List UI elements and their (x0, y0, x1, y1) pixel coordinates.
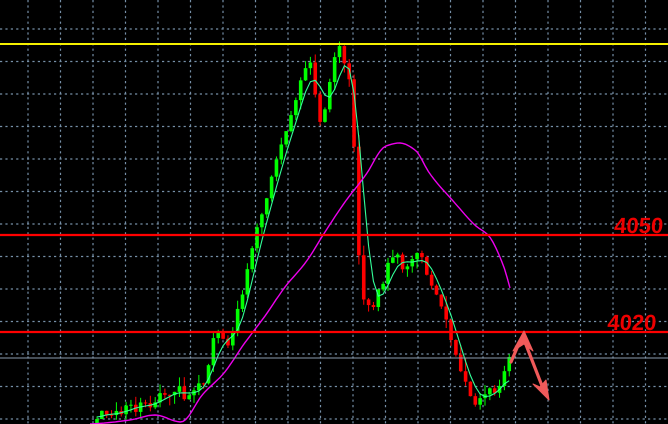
svg-text:4050: 4050 (613, 213, 664, 238)
svg-text:4020: 4020 (607, 310, 658, 335)
